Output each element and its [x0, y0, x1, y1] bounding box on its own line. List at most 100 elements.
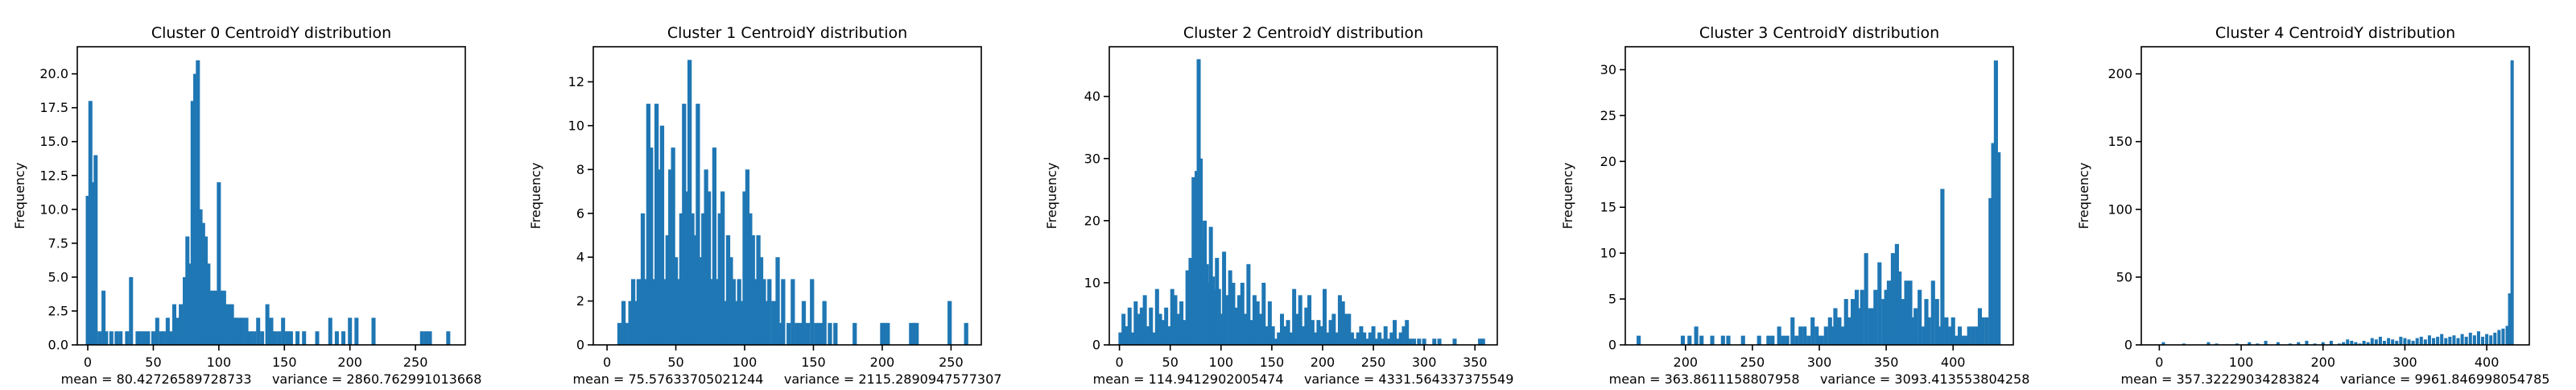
bar — [277, 331, 282, 345]
bar — [1158, 313, 1162, 345]
bar — [1478, 338, 1483, 345]
y-tick-label: 17.5 — [39, 100, 68, 115]
bar — [235, 317, 240, 345]
bar — [1362, 332, 1367, 345]
bar — [1224, 295, 1229, 345]
bar — [1868, 308, 1872, 345]
bar — [1340, 301, 1345, 345]
histogram-panel-0: 0 50 100 150 200 250 0.0 2.5 5.0 7.5 10.0 12.5 15.0 1… — [12, 24, 481, 387]
x-axis-label: mean = 114.9412902005474 variance = 4331… — [1093, 371, 1514, 387]
bar — [1910, 317, 1915, 345]
bar — [109, 331, 114, 345]
y-tick-label: 25 — [1600, 108, 1616, 123]
bar — [1918, 289, 1922, 345]
y-tick-label: 0 — [2124, 338, 2132, 353]
bar — [676, 279, 681, 345]
bar — [1319, 326, 1324, 346]
bar — [640, 213, 646, 345]
y-tick-label: 10 — [568, 118, 584, 133]
bar — [1307, 295, 1312, 345]
y-tick-label: 20 — [1084, 213, 1100, 228]
bar — [1203, 220, 1208, 345]
bar — [2415, 338, 2419, 345]
bar — [2403, 338, 2407, 345]
bar — [2456, 338, 2460, 345]
bar — [88, 101, 93, 346]
bar — [2289, 343, 2293, 345]
bar — [2497, 330, 2501, 345]
bar — [1938, 326, 1942, 345]
x-tick-label: 350 — [1874, 355, 1899, 370]
y-tick-label: 0 — [576, 338, 584, 353]
bar — [1694, 326, 1699, 345]
bar — [2276, 342, 2280, 345]
bar — [745, 169, 750, 345]
bar — [200, 222, 205, 345]
bar — [1417, 338, 1422, 345]
x-tick-label: 100 — [1209, 355, 1234, 370]
x-tick-label: 0 — [2155, 355, 2163, 370]
bar — [1680, 335, 1686, 345]
x-tick-label: 250 — [403, 355, 428, 370]
bar — [646, 103, 650, 346]
bar — [1282, 326, 1287, 346]
bar — [1922, 326, 1926, 345]
bar — [1953, 335, 1959, 345]
bar — [1437, 338, 1442, 345]
y-tick-label: 5 — [1608, 292, 1616, 307]
bar — [206, 263, 211, 345]
bar — [1359, 326, 1364, 346]
bar — [193, 73, 198, 345]
bar — [1374, 338, 1379, 345]
y-tick-label: 10 — [1600, 246, 1616, 261]
bar — [91, 182, 96, 345]
bar — [1219, 313, 1224, 345]
y-tick-label: 4 — [576, 250, 584, 265]
bar — [1432, 338, 1437, 345]
bar — [227, 304, 232, 345]
bar — [690, 213, 695, 345]
bar — [196, 60, 200, 345]
bar — [2362, 340, 2366, 345]
bar — [715, 279, 720, 345]
bar — [668, 169, 673, 345]
bar — [684, 191, 689, 345]
bar — [1313, 332, 1318, 345]
bar — [1118, 332, 1123, 345]
bar — [2207, 342, 2211, 345]
bar — [85, 196, 90, 345]
bar — [748, 213, 753, 345]
bar — [1344, 313, 1348, 345]
bar — [696, 103, 700, 346]
bar — [1170, 288, 1174, 346]
bar — [1347, 313, 1352, 345]
x-tick-label: 150 — [801, 355, 826, 370]
x-tick-label: 200 — [870, 355, 895, 370]
bar — [1881, 299, 1886, 345]
bar — [1258, 313, 1263, 345]
x-tick-label: 250 — [939, 355, 964, 370]
bar — [1934, 299, 1939, 345]
bar — [822, 301, 827, 345]
bars-1 — [617, 60, 968, 346]
bar — [2472, 335, 2476, 345]
bar — [1452, 338, 1457, 345]
bar — [1908, 280, 1913, 345]
bar — [679, 213, 684, 345]
bar — [1407, 338, 1412, 345]
bar — [651, 279, 656, 345]
bar — [1240, 282, 1245, 345]
bar — [204, 236, 208, 345]
bar — [1810, 317, 1815, 345]
y-axis-label: Frequency — [1044, 163, 1059, 230]
histogram-panel-3: 200 250 300 350 400 0 5 10 15 20 25 30 Cluster 3 Cen… — [1560, 24, 2029, 387]
bar — [1368, 332, 1373, 345]
bar — [1841, 326, 1846, 345]
bar — [1894, 243, 1899, 345]
x-tick-label: 50 — [145, 355, 161, 370]
bar — [1900, 299, 1905, 345]
x-tick-label: 300 — [1412, 355, 1437, 370]
bar — [2423, 339, 2427, 345]
bar — [624, 322, 629, 345]
bar — [2378, 336, 2382, 345]
